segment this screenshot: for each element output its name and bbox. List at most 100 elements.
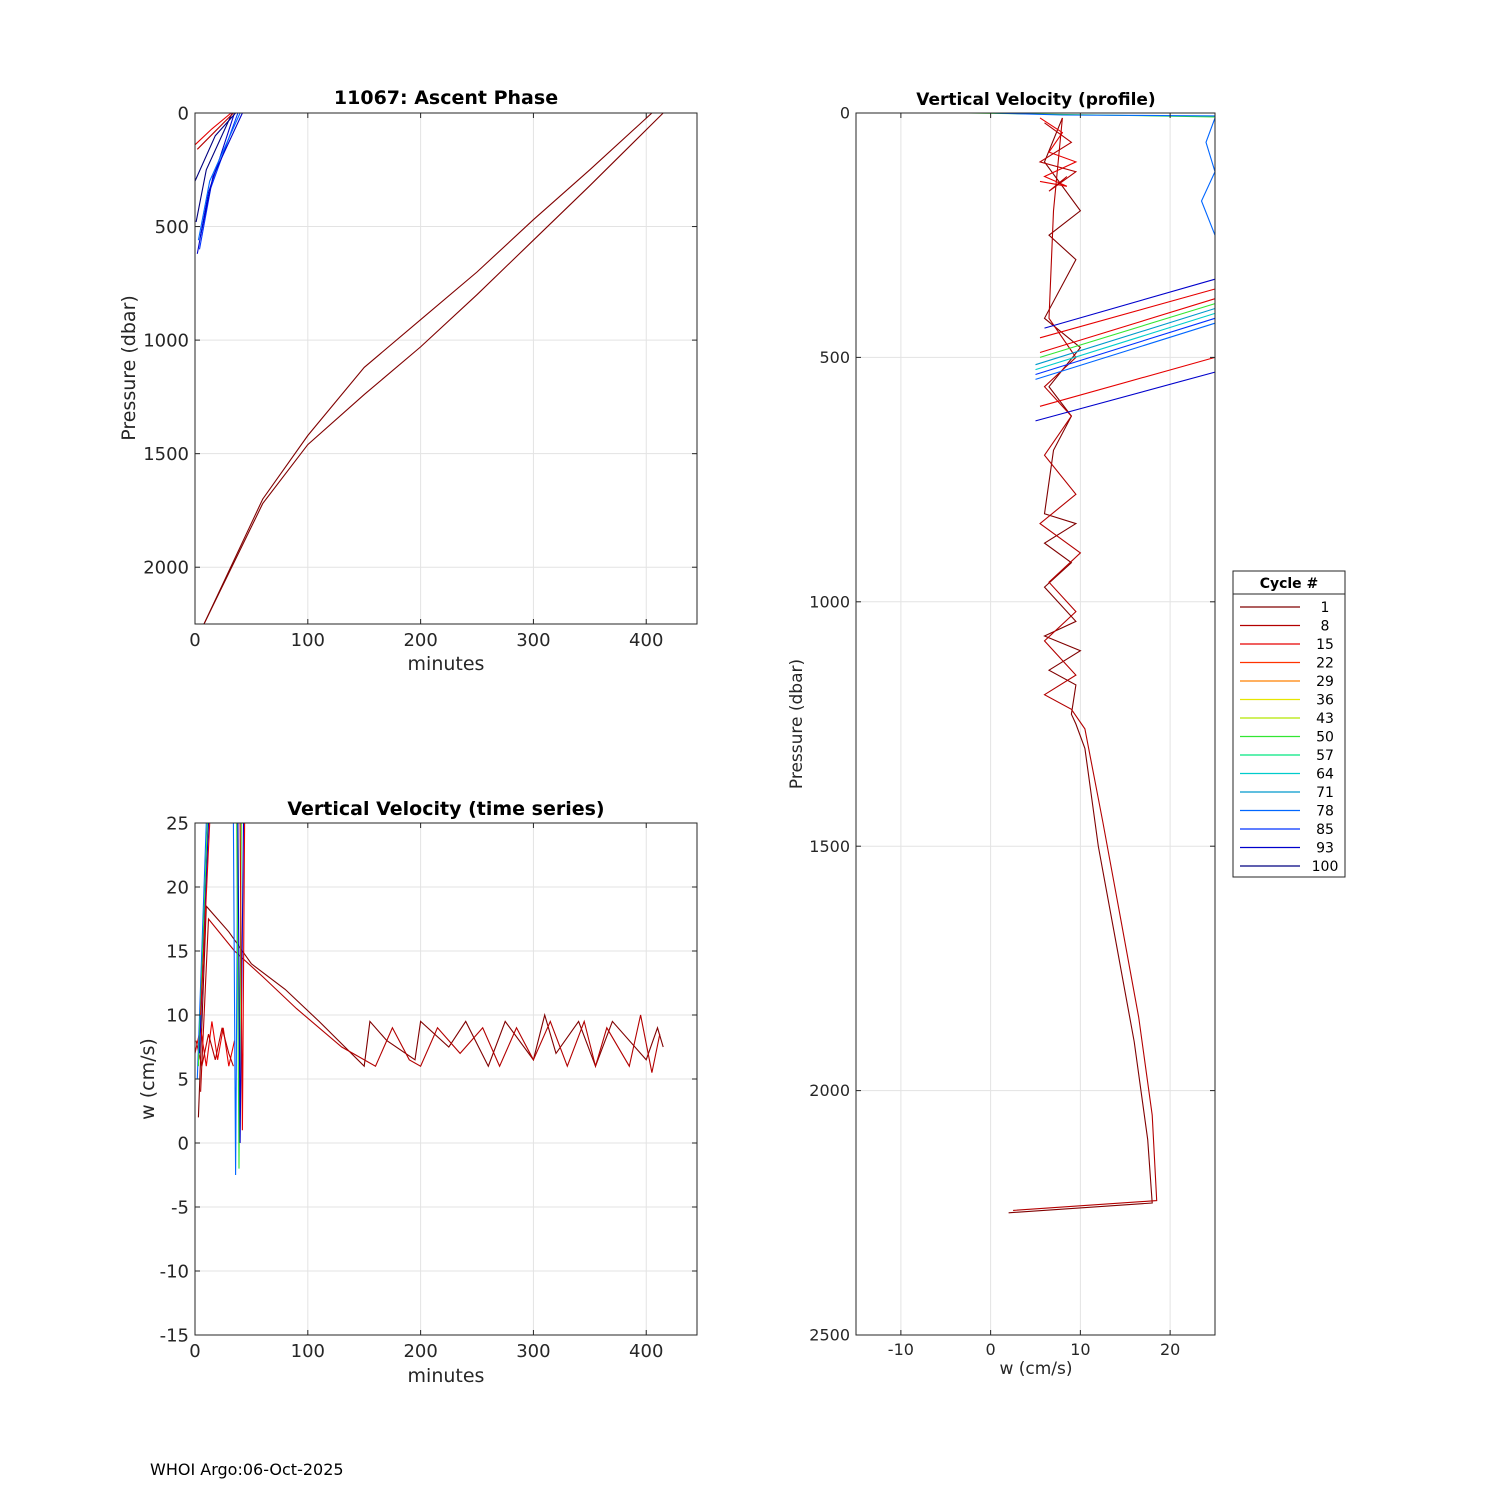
legend-entries: 1 8 15 22 29 36 43 50 57 64 71 78 85 93 100 [1240, 600, 1338, 875]
series-group [968, 112, 1216, 1214]
x-axis-label: minutes [408, 1365, 485, 1387]
tick-labels: 0 100 200 300 400 -15 -10 -5 0 5 10 15 20 25 [160, 813, 697, 1362]
y-tick-label: 1500 [809, 837, 850, 856]
series-line [197, 904, 664, 1118]
x-axis-label: minutes [408, 653, 485, 675]
series-line [200, 112, 243, 236]
legend-label: 36 [1316, 693, 1334, 709]
series-line [203, 112, 664, 625]
profile-chart: -10 0 10 20 0 500 1000 1500 2000 2500 Vertical Ve… [787, 90, 1216, 1379]
y-tick-label: 0 [178, 103, 189, 124]
legend-box [1232, 570, 1346, 878]
series-line [1035, 322, 1216, 380]
x-axis-label: w (cm/s) [999, 1359, 1072, 1379]
y-axis-label: Pressure (dbar) [118, 295, 140, 441]
series-line [1008, 117, 1153, 1214]
series-line [1039, 356, 1216, 407]
series-line [195, 112, 233, 223]
y-tick-label: 500 [155, 217, 189, 238]
legend-label: 8 [1321, 619, 1330, 635]
legend-label: 50 [1316, 730, 1334, 746]
x-tick-label: 20 [1160, 1340, 1180, 1359]
legend-title: Cycle # [1260, 576, 1319, 592]
y-tick-label: 500 [819, 348, 850, 367]
series-line [1035, 307, 1216, 366]
legend-label: 85 [1316, 822, 1334, 838]
series-line [1039, 288, 1216, 339]
chart-title: 11067: Ascent Phase [334, 87, 558, 109]
series-line [197, 112, 241, 241]
series-line [1039, 117, 1078, 187]
x-tick-label: 0 [986, 1340, 996, 1359]
legend-label: 43 [1316, 711, 1334, 727]
series-line [194, 112, 232, 146]
y-tick-label: 25 [166, 813, 189, 834]
legend-label: 15 [1316, 637, 1334, 653]
y-axis-label: w (cm/s) [137, 1038, 159, 1120]
series-line [1035, 371, 1216, 422]
axes-box [855, 112, 1216, 1336]
series-line [1044, 278, 1216, 329]
chart-title: Vertical Velocity (profile) [916, 90, 1155, 110]
legend-label: 71 [1316, 785, 1334, 801]
x-tick-label: 0 [189, 630, 200, 651]
series-line [200, 917, 661, 1092]
x-tick-label: 400 [629, 630, 663, 651]
series-line [1013, 117, 1158, 1211]
time-series-chart: 0 100 200 300 400 -15 -10 -5 0 5 10 15 20 25 Vertical… [137, 798, 698, 1387]
y-tick-label: 2500 [809, 1326, 850, 1345]
series-line [990, 112, 1216, 117]
y-tick-label: 1000 [143, 330, 189, 351]
y-tick-label: 2000 [809, 1081, 850, 1100]
legend-label: 1 [1321, 600, 1330, 616]
legend-label: 29 [1316, 674, 1334, 690]
x-tick-label: 100 [291, 1341, 325, 1362]
y-tick-label: 0 [840, 104, 850, 123]
x-tick-label: 10 [1070, 1340, 1090, 1359]
legend-label: 64 [1316, 767, 1334, 783]
chart-title: Vertical Velocity (time series) [287, 798, 604, 820]
series-line [1038, 122, 1078, 192]
x-tick-label: 200 [403, 630, 437, 651]
y-tick-label: 1500 [143, 444, 189, 465]
tick-labels: 0 100 200 300 400 0 500 1000 1500 2000 [143, 103, 697, 651]
y-tick-label: -10 [160, 1261, 189, 1282]
series-line [1039, 298, 1216, 354]
y-tick-label: 20 [166, 877, 189, 898]
x-tick-label: 0 [189, 1341, 200, 1362]
x-tick-label: 100 [291, 630, 325, 651]
series-line [1035, 312, 1216, 371]
y-axis-label: Pressure (dbar) [787, 659, 807, 789]
series-line [194, 1021, 236, 1067]
y-tick-label: 1000 [809, 592, 850, 611]
y-tick-label: -5 [171, 1197, 189, 1218]
series-line [194, 112, 237, 182]
y-tick-label: -15 [160, 1325, 189, 1346]
footer-credit: WHOI Argo:06-Oct-2025 [150, 1460, 344, 1479]
x-tick-label: 300 [516, 630, 550, 651]
legend-label: 22 [1316, 656, 1334, 672]
legend: Cycle # 1 8 15 22 29 36 43 50 57 64 71 78 85 93 100 [1232, 570, 1346, 878]
series-line [1039, 303, 1216, 358]
plot-area [856, 113, 1215, 1335]
series-line [196, 112, 234, 150]
series-line [203, 112, 653, 625]
y-tick-label: 10 [166, 1005, 189, 1026]
axes-box [194, 112, 698, 625]
plot-area [195, 113, 697, 624]
legend-label: 78 [1316, 804, 1334, 820]
series-line [1035, 317, 1216, 376]
legend-label: 57 [1316, 748, 1334, 764]
y-tick-label: 0 [178, 1133, 189, 1154]
x-tick-label: 300 [516, 1341, 550, 1362]
x-tick-label: -10 [888, 1340, 914, 1359]
ascent-phase-chart: 0 100 200 300 400 0 500 1000 1500 2000 11067: Asc… [118, 87, 698, 675]
legend-label: 100 [1312, 859, 1339, 875]
series-group [194, 112, 664, 625]
series-line [195, 1027, 234, 1067]
x-tick-label: 200 [403, 1341, 437, 1362]
legend-label: 93 [1316, 841, 1334, 857]
y-tick-label: 15 [166, 941, 189, 962]
y-tick-label: 2000 [143, 558, 189, 579]
